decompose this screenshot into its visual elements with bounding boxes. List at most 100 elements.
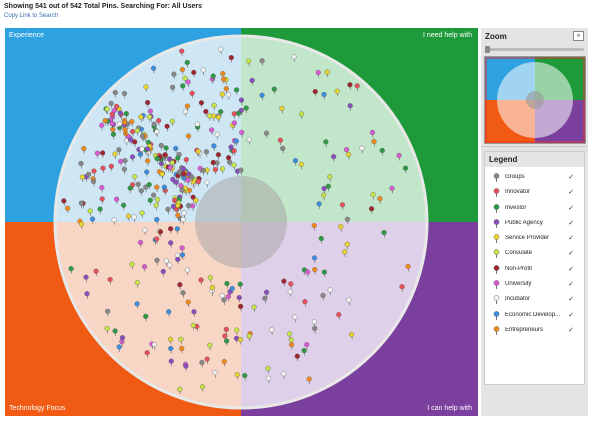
map-pin[interactable] — [91, 168, 97, 177]
map-pin[interactable] — [179, 48, 185, 57]
map-pin[interactable] — [218, 109, 224, 117]
pins-layer[interactable] — [61, 46, 411, 395]
legend-item[interactable]: Incubator ✓ — [485, 292, 584, 307]
map-pin[interactable] — [211, 102, 217, 111]
map-pin[interactable] — [143, 313, 149, 322]
map-pin[interactable] — [342, 249, 348, 257]
map-pin[interactable] — [129, 119, 135, 127]
map-pin[interactable] — [236, 295, 242, 303]
map-pin[interactable] — [346, 297, 352, 306]
map-pin[interactable] — [321, 269, 327, 278]
checkmark-icon[interactable]: ✓ — [568, 189, 574, 197]
map-pin[interactable] — [167, 262, 173, 271]
map-pin[interactable] — [292, 314, 298, 323]
map-pin[interactable] — [219, 166, 226, 174]
map-pin[interactable] — [159, 171, 165, 179]
map-pin[interactable] — [359, 145, 365, 154]
checkmark-icon[interactable]: ✓ — [568, 265, 574, 273]
map-pin[interactable] — [147, 108, 153, 117]
map-pin[interactable] — [271, 86, 277, 95]
map-pin[interactable] — [90, 178, 97, 187]
map-pin[interactable] — [312, 266, 318, 275]
map-pin[interactable] — [344, 241, 350, 250]
map-pin[interactable] — [78, 200, 84, 209]
map-pin[interactable] — [183, 363, 189, 372]
map-pin[interactable] — [207, 342, 213, 351]
map-pin[interactable] — [298, 111, 305, 119]
map-pin[interactable] — [179, 187, 185, 196]
map-pin[interactable] — [269, 327, 275, 335]
map-pin[interactable] — [368, 206, 375, 214]
map-pin[interactable] — [327, 287, 333, 295]
map-pin[interactable] — [130, 128, 136, 137]
map-pin[interactable] — [162, 152, 168, 160]
map-pin[interactable] — [259, 58, 265, 66]
map-pin[interactable] — [212, 370, 218, 378]
map-pin[interactable] — [223, 326, 229, 335]
map-pin[interactable] — [215, 152, 221, 160]
map-pin[interactable] — [94, 150, 100, 159]
map-pin[interactable] — [170, 84, 176, 93]
map-pin[interactable] — [221, 297, 227, 305]
map-pin[interactable] — [185, 202, 192, 211]
map-pin[interactable] — [189, 90, 195, 99]
map-pin[interactable] — [102, 118, 108, 126]
map-pin[interactable] — [346, 151, 352, 160]
map-pin[interactable] — [209, 127, 215, 136]
zoom-slider-handle[interactable] — [485, 46, 490, 53]
map-pin[interactable] — [302, 299, 308, 307]
map-pin[interactable] — [281, 371, 287, 379]
map-pin[interactable] — [264, 289, 270, 298]
map-pin[interactable] — [185, 133, 192, 142]
map-pin[interactable] — [185, 79, 191, 88]
map-pin[interactable] — [190, 322, 196, 331]
map-pin[interactable] — [117, 121, 123, 129]
map-pin[interactable] — [288, 281, 294, 289]
map-pin[interactable] — [84, 291, 90, 299]
map-pin[interactable] — [347, 82, 353, 90]
map-pin[interactable] — [151, 342, 158, 350]
map-pin[interactable] — [166, 309, 172, 317]
map-pin[interactable] — [122, 127, 128, 135]
map-pin[interactable] — [146, 182, 152, 190]
map-pin[interactable] — [158, 142, 164, 151]
map-pin[interactable] — [336, 312, 342, 320]
map-pin[interactable] — [389, 185, 395, 194]
map-pin[interactable] — [381, 230, 387, 238]
map-pin[interactable] — [144, 169, 150, 177]
map-pin[interactable] — [132, 139, 138, 147]
map-pin[interactable] — [320, 292, 326, 301]
map-pin[interactable] — [321, 185, 327, 194]
map-pin[interactable] — [153, 202, 159, 211]
map-pin[interactable] — [318, 235, 324, 244]
map-pin[interactable] — [78, 160, 84, 169]
map-pin[interactable] — [198, 100, 205, 108]
map-pin[interactable] — [219, 293, 225, 301]
map-pin[interactable] — [178, 336, 184, 345]
map-pin[interactable] — [265, 365, 271, 374]
map-pin[interactable] — [114, 196, 120, 205]
map-pin[interactable] — [311, 255, 318, 263]
map-pin[interactable] — [259, 92, 265, 101]
map-pin[interactable] — [122, 119, 128, 128]
map-pin[interactable] — [145, 99, 151, 108]
map-pin[interactable] — [207, 275, 214, 283]
map-pin[interactable] — [238, 167, 244, 176]
map-pin[interactable] — [156, 118, 162, 126]
checkmark-icon[interactable]: ✓ — [568, 235, 574, 243]
map-pin[interactable] — [344, 216, 351, 225]
map-pin[interactable] — [172, 197, 178, 206]
map-pin[interactable] — [334, 88, 340, 97]
map-pin[interactable] — [279, 105, 285, 114]
map-pin[interactable] — [198, 277, 204, 286]
map-pin[interactable] — [173, 179, 179, 188]
map-pin[interactable] — [195, 178, 201, 187]
map-pin[interactable] — [112, 89, 118, 98]
map-pin[interactable] — [81, 146, 87, 154]
map-pin[interactable] — [246, 333, 252, 342]
pin-circle[interactable] — [5, 28, 478, 416]
map-pin[interactable] — [306, 376, 312, 385]
checkmark-icon[interactable]: ✓ — [568, 296, 574, 304]
map-pin[interactable] — [64, 205, 71, 214]
map-pin[interactable] — [145, 158, 151, 166]
